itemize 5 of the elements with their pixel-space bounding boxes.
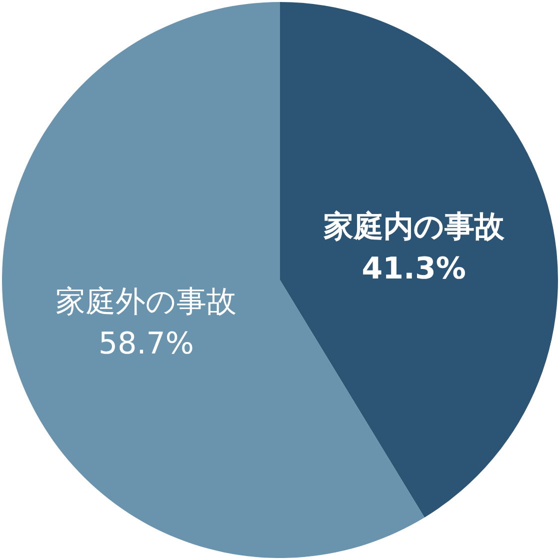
- data-label: 58.7%: [98, 326, 194, 362]
- data-label: 41.3%: [362, 251, 466, 286]
- slice-label: 家庭内の事故: [323, 209, 506, 244]
- slice-label: 家庭外の事故: [56, 284, 237, 320]
- pie-slice: [280, 2, 558, 518]
